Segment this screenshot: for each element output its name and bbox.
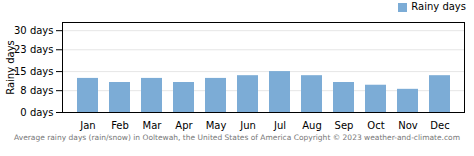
svg-text:Jul: Jul xyxy=(273,120,286,131)
svg-text:Sep: Sep xyxy=(335,120,354,131)
svg-text:Mar: Mar xyxy=(143,120,163,131)
svg-text:0 days: 0 days xyxy=(20,107,53,118)
svg-text:Feb: Feb xyxy=(111,120,129,131)
svg-text:Jan: Jan xyxy=(79,120,95,131)
svg-text:Aug: Aug xyxy=(302,120,322,131)
svg-text:8 days: 8 days xyxy=(20,85,53,96)
svg-text:May: May xyxy=(206,120,227,131)
svg-text:15 days: 15 days xyxy=(14,66,54,77)
html-text:Average rainy days (rain/snow): Average rainy days (rain/snow) in Ooltew… xyxy=(14,133,460,142)
svg-text:Dec: Dec xyxy=(430,120,449,131)
svg-text:Apr: Apr xyxy=(175,120,193,131)
svg-text:Nov: Nov xyxy=(398,120,418,131)
svg-text:Rainy days: Rainy days xyxy=(5,40,16,95)
svg-text:Oct: Oct xyxy=(367,120,384,131)
svg-text:Jun: Jun xyxy=(239,120,256,131)
html-text:Rainy days: Rainy days xyxy=(411,1,466,12)
svg-text:30 days: 30 days xyxy=(14,25,54,36)
svg-text:23 days: 23 days xyxy=(14,44,54,55)
